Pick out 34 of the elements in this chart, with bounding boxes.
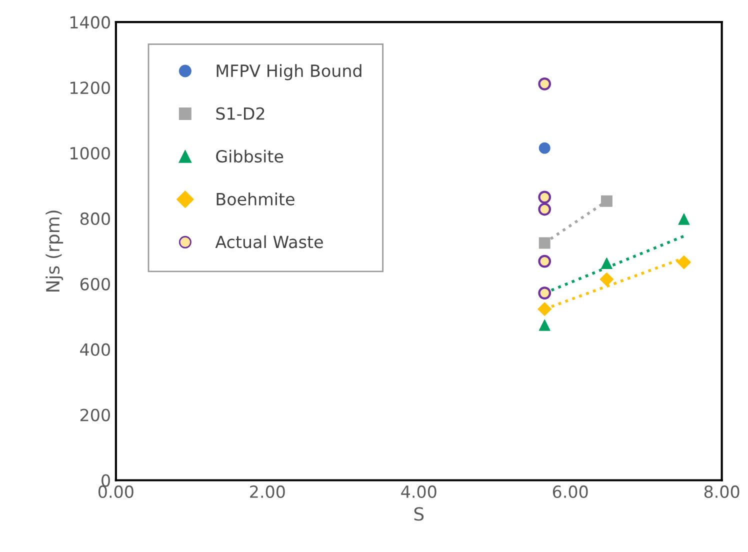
point [538,237,550,249]
x-tick-label: 8.00 [704,485,740,498]
legend-label: Actual Waste [215,235,323,248]
y-tick-label: 800 [80,212,110,226]
y-tick-label: 400 [80,343,110,356]
point [538,254,552,268]
legend-label: Gibbsite [216,150,284,163]
point [600,258,612,269]
point [677,255,691,270]
legend-label: MFPV High Bound [216,64,362,80]
point [538,202,552,216]
point [600,272,614,286]
y-axis-title: Njs (rpm) [46,210,64,292]
x-tick-label: 2.00 [250,485,285,498]
point [538,142,550,154]
point [538,319,550,331]
x-axis-title: S [414,507,424,521]
y-tick-label: 0 [102,474,110,487]
point [538,78,552,90]
y-tick-label: 1000 [70,146,110,160]
point [678,213,690,225]
y-tick-label: 1400 [70,16,110,29]
legend-label: S1-D2 [216,107,264,120]
x-tick-label: 4.00 [401,485,436,498]
y-tick-label: 1200 [70,81,110,94]
point [600,195,612,207]
point [538,302,552,316]
x-tick-label: 0.00 [98,485,134,498]
legend-label: Boehmite [216,192,294,206]
x-tick-label: 6.00 [552,485,588,498]
point [538,286,552,300]
y-tick-label: 600 [80,278,110,290]
point [538,190,552,204]
y-tick-label: 200 [80,408,110,422]
